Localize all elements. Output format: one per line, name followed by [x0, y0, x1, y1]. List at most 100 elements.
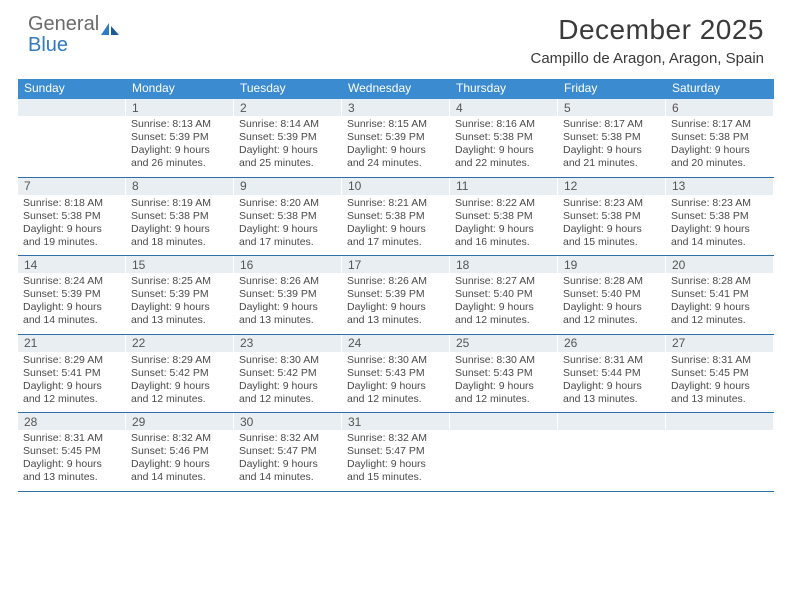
daylight-text: Daylight: 9 hours and 12 minutes. [23, 380, 120, 406]
brand-line1: General [28, 14, 99, 35]
day-cell: 31Sunrise: 8:32 AMSunset: 5:47 PMDayligh… [342, 413, 450, 491]
daylight-text: Daylight: 9 hours and 12 minutes. [563, 301, 660, 327]
daylight-text: Daylight: 9 hours and 26 minutes. [131, 144, 228, 170]
day-body: Sunrise: 8:32 AMSunset: 5:47 PMDaylight:… [239, 432, 336, 485]
day-cell: 23Sunrise: 8:30 AMSunset: 5:42 PMDayligh… [234, 335, 342, 413]
sunset-text: Sunset: 5:39 PM [239, 288, 336, 301]
day-number: 20 [666, 258, 685, 272]
sunrise-text: Sunrise: 8:13 AM [131, 118, 228, 131]
day-cell: 28 Sunrise: 8:31 AMSunset: 5:45 PMDayligh… [18, 413, 126, 491]
sunset-text: Sunset: 5:38 PM [131, 210, 228, 223]
day-number: 18 [450, 258, 469, 272]
day-body: Sunrise: 8:23 AMSunset: 5:38 PMDaylight:… [671, 197, 768, 250]
day-body: Sunrise: 8:26 AMSunset: 5:39 PMDaylight:… [347, 275, 444, 328]
weekday-header: Tuesday [234, 79, 342, 99]
sunset-text: Sunset: 5:39 PM [347, 131, 444, 144]
title-location: Campillo de Aragon, Aragon, Spain [531, 50, 765, 67]
daylight-text: Daylight: 9 hours and 13 minutes. [23, 458, 120, 484]
day-number: 15 [126, 258, 145, 272]
day-body: Sunrise: 8:31 AMSunset: 5:45 PMDaylight:… [23, 432, 120, 485]
sunset-text: Sunset: 5:41 PM [23, 367, 120, 380]
sunrise-text: Sunrise: 8:28 AM [563, 275, 660, 288]
day-number-row: 21 [18, 335, 125, 352]
sail-icon [101, 19, 119, 31]
daylight-text: Daylight: 9 hours and 20 minutes. [671, 144, 768, 170]
day-cell: 25Sunrise: 8:30 AMSunset: 5:43 PMDayligh… [450, 335, 558, 413]
daylight-text: Daylight: 9 hours and 14 minutes. [23, 301, 120, 327]
day-number-row: 15 [126, 256, 233, 273]
day-body: Sunrise: 8:28 AMSunset: 5:41 PMDaylight:… [671, 275, 768, 328]
day-cell: 10Sunrise: 8:21 AMSunset: 5:38 PMDayligh… [342, 178, 450, 256]
day-number: 14 [18, 258, 37, 272]
day-number-row: 5 [558, 99, 665, 116]
day-number-row: 11 [450, 178, 557, 195]
day-number-row: 4 [450, 99, 557, 116]
daylight-text: Daylight: 9 hours and 12 minutes. [455, 301, 552, 327]
week-row: 28 Sunrise: 8:31 AMSunset: 5:45 PMDayligh… [18, 413, 774, 492]
daylight-text: Daylight: 9 hours and 13 minutes. [671, 380, 768, 406]
day-cell: 30 Sunrise: 8:32 AMSunset: 5:47 PMDayligh… [234, 413, 342, 491]
sunrise-text: Sunrise: 8:30 AM [347, 354, 444, 367]
day-number: 5 [558, 101, 571, 115]
daylight-text: Daylight: 9 hours and 13 minutes. [131, 301, 228, 327]
day-number-row: 17 [342, 256, 449, 273]
day-body: Sunrise: 8:26 AMSunset: 5:39 PMDaylight:… [239, 275, 336, 328]
day-cell [666, 413, 774, 491]
sunset-text: Sunset: 5:46 PM [131, 445, 228, 458]
brand-line2: Blue [28, 35, 68, 56]
weekday-header: Wednesday [342, 79, 450, 99]
sunrise-text: Sunrise: 8:29 AM [23, 354, 120, 367]
day-number: 9 [234, 179, 247, 193]
week-row: 14Sunrise: 8:24 AMSunset: 5:39 PMDayligh… [18, 256, 774, 335]
day-number-row: 30 [234, 413, 341, 430]
day-number-row [18, 99, 125, 116]
daylight-text: Daylight: 9 hours and 12 minutes. [239, 380, 336, 406]
sunrise-text: Sunrise: 8:27 AM [455, 275, 552, 288]
day-number-row: 6 [666, 99, 773, 116]
daylight-text: Daylight: 9 hours and 12 minutes. [671, 301, 768, 327]
daylight-text: Daylight: 9 hours and 19 minutes. [23, 223, 120, 249]
day-body: Sunrise: 8:29 AMSunset: 5:41 PMDaylight:… [23, 354, 120, 407]
day-number: 30 [234, 415, 253, 429]
sunset-text: Sunset: 5:45 PM [671, 367, 768, 380]
sunset-text: Sunset: 5:43 PM [455, 367, 552, 380]
sunset-text: Sunset: 5:47 PM [239, 445, 336, 458]
brand-line1-row: General [28, 14, 119, 35]
daylight-text: Daylight: 9 hours and 13 minutes. [347, 301, 444, 327]
weekday-header: Saturday [666, 79, 774, 99]
day-body: Sunrise: 8:17 AMSunset: 5:38 PMDaylight:… [563, 118, 660, 171]
day-number: 6 [666, 101, 679, 115]
day-number-row: 19 [558, 256, 665, 273]
day-number: 12 [558, 179, 577, 193]
day-body: Sunrise: 8:22 AMSunset: 5:38 PMDaylight:… [455, 197, 552, 250]
day-number: 26 [558, 336, 577, 350]
day-body: Sunrise: 8:30 AMSunset: 5:42 PMDaylight:… [239, 354, 336, 407]
day-number: 13 [666, 179, 685, 193]
day-cell: 12Sunrise: 8:23 AMSunset: 5:38 PMDayligh… [558, 178, 666, 256]
day-number-row: 20 [666, 256, 773, 273]
sunrise-text: Sunrise: 8:15 AM [347, 118, 444, 131]
day-number: 3 [342, 101, 355, 115]
sunset-text: Sunset: 5:39 PM [23, 288, 120, 301]
day-number: 19 [558, 258, 577, 272]
day-number-row [450, 413, 557, 430]
sunset-text: Sunset: 5:44 PM [563, 367, 660, 380]
day-number: 11 [450, 179, 468, 193]
weekday-header: Friday [558, 79, 666, 99]
daylight-text: Daylight: 9 hours and 16 minutes. [455, 223, 552, 249]
daylight-text: Daylight: 9 hours and 12 minutes. [347, 380, 444, 406]
sunrise-text: Sunrise: 8:23 AM [563, 197, 660, 210]
weekday-header: Thursday [450, 79, 558, 99]
sunset-text: Sunset: 5:38 PM [455, 210, 552, 223]
sunset-text: Sunset: 5:41 PM [671, 288, 768, 301]
day-number: 27 [666, 336, 685, 350]
sunset-text: Sunset: 5:42 PM [131, 367, 228, 380]
sunset-text: Sunset: 5:39 PM [131, 288, 228, 301]
day-number: 28 [18, 415, 37, 429]
day-cell: 9Sunrise: 8:20 AMSunset: 5:38 PMDaylight… [234, 178, 342, 256]
day-cell: 1Sunrise: 8:13 AMSunset: 5:39 PMDaylight… [126, 99, 234, 177]
day-number-row: 22 [126, 335, 233, 352]
day-cell: 13 Sunrise: 8:23 AMSunset: 5:38 PMDayligh… [666, 178, 774, 256]
day-number-row: 28 [18, 413, 125, 430]
day-cell [450, 413, 558, 491]
